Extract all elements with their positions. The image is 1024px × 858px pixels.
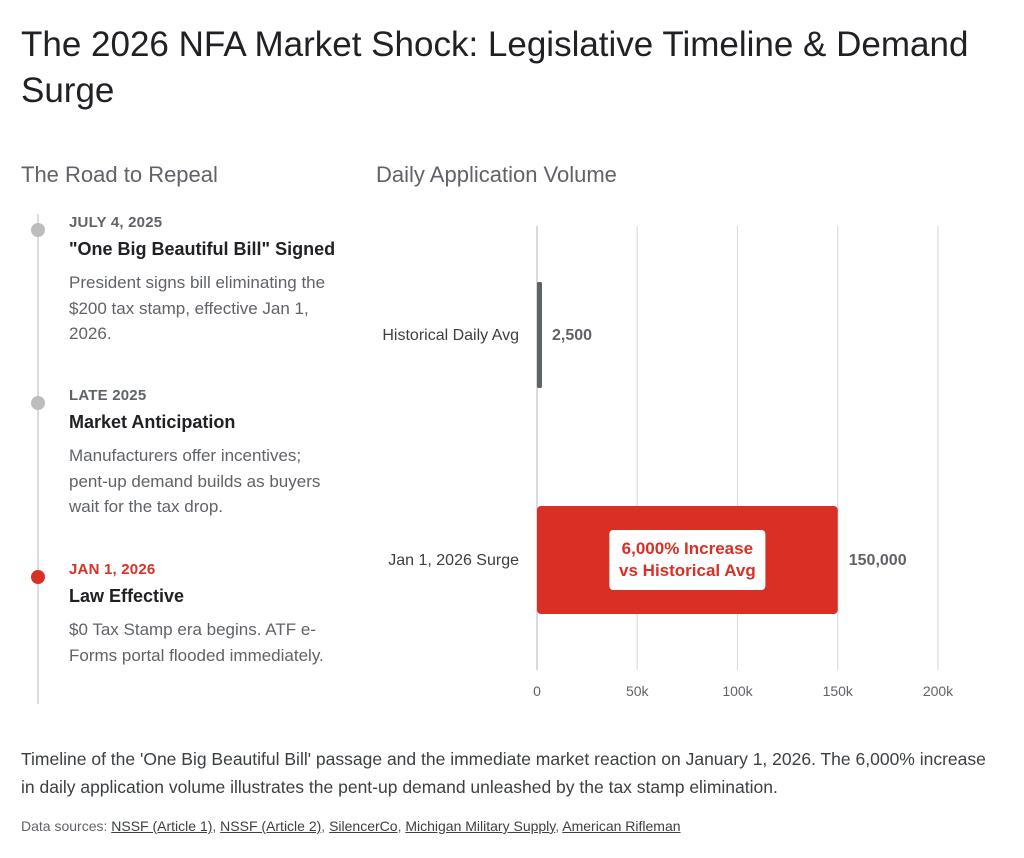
event-date: JULY 4, 2025 xyxy=(69,214,163,231)
event-description: $0 Tax Stamp era begins. ATF e-Forms por… xyxy=(69,620,324,665)
x-tick-label: 0 xyxy=(533,683,541,699)
event-date: JAN 1, 2026 xyxy=(69,561,156,578)
event-description: Manufacturers offer incentives; pent-up … xyxy=(69,446,321,516)
timeline-dot xyxy=(31,223,45,237)
source-link[interactable]: Michigan Military Supply xyxy=(405,818,556,834)
x-tick-label: 200k xyxy=(923,683,954,699)
bar-chart: 0 50k 100k 150k 200k Historical Daily Avg 2,50… xyxy=(382,226,954,699)
event-headline: "One Big Beautiful Bill" Signed xyxy=(69,239,336,259)
source-link[interactable]: NSSF (Article 2) xyxy=(220,818,322,834)
timeline-dot-active xyxy=(31,570,45,584)
value-label: 150,000 xyxy=(849,552,907,569)
category-label: Jan 1, 2026 Surge xyxy=(388,552,519,569)
category-label: Historical Daily Avg xyxy=(382,327,519,344)
event-headline: Market Anticipation xyxy=(69,412,236,432)
annotation-text: vs Historical Avg xyxy=(619,561,756,580)
bar-historical xyxy=(537,282,543,388)
x-tick-label: 100k xyxy=(722,683,753,699)
event-description: President signs bill eliminating the $20… xyxy=(69,273,326,343)
sources-label: Data sources: xyxy=(21,818,108,834)
timeline: JULY 4, 2025 "One Big Beautiful Bill" Si… xyxy=(20,212,350,704)
timeline-line xyxy=(37,214,39,704)
data-sources: Data sources: NSSF (Article 1), NSSF (Ar… xyxy=(21,818,681,834)
event-date: LATE 2025 xyxy=(69,387,147,404)
chart-caption: Timeline of the 'One Big Beautiful Bill'… xyxy=(21,749,986,797)
annotation-text: 6,000% Increase xyxy=(622,539,753,558)
source-link[interactable]: American Rifleman xyxy=(562,818,681,834)
event-headline: Law Effective xyxy=(69,586,185,606)
source-link[interactable]: SilencerCo xyxy=(329,818,398,834)
chart-title: Daily Application Volume xyxy=(376,162,617,187)
source-link[interactable]: NSSF (Article 1) xyxy=(111,818,213,834)
x-tick-label: 150k xyxy=(823,683,854,699)
x-tick-label: 50k xyxy=(626,683,650,699)
value-label: 2,500 xyxy=(552,327,592,344)
page-title: The 2026 NFA Market Shock: Legislative T… xyxy=(21,25,969,110)
annotation-box xyxy=(609,530,766,590)
timeline-dot xyxy=(31,396,45,410)
timeline-heading: The Road to Repeal xyxy=(21,162,218,187)
